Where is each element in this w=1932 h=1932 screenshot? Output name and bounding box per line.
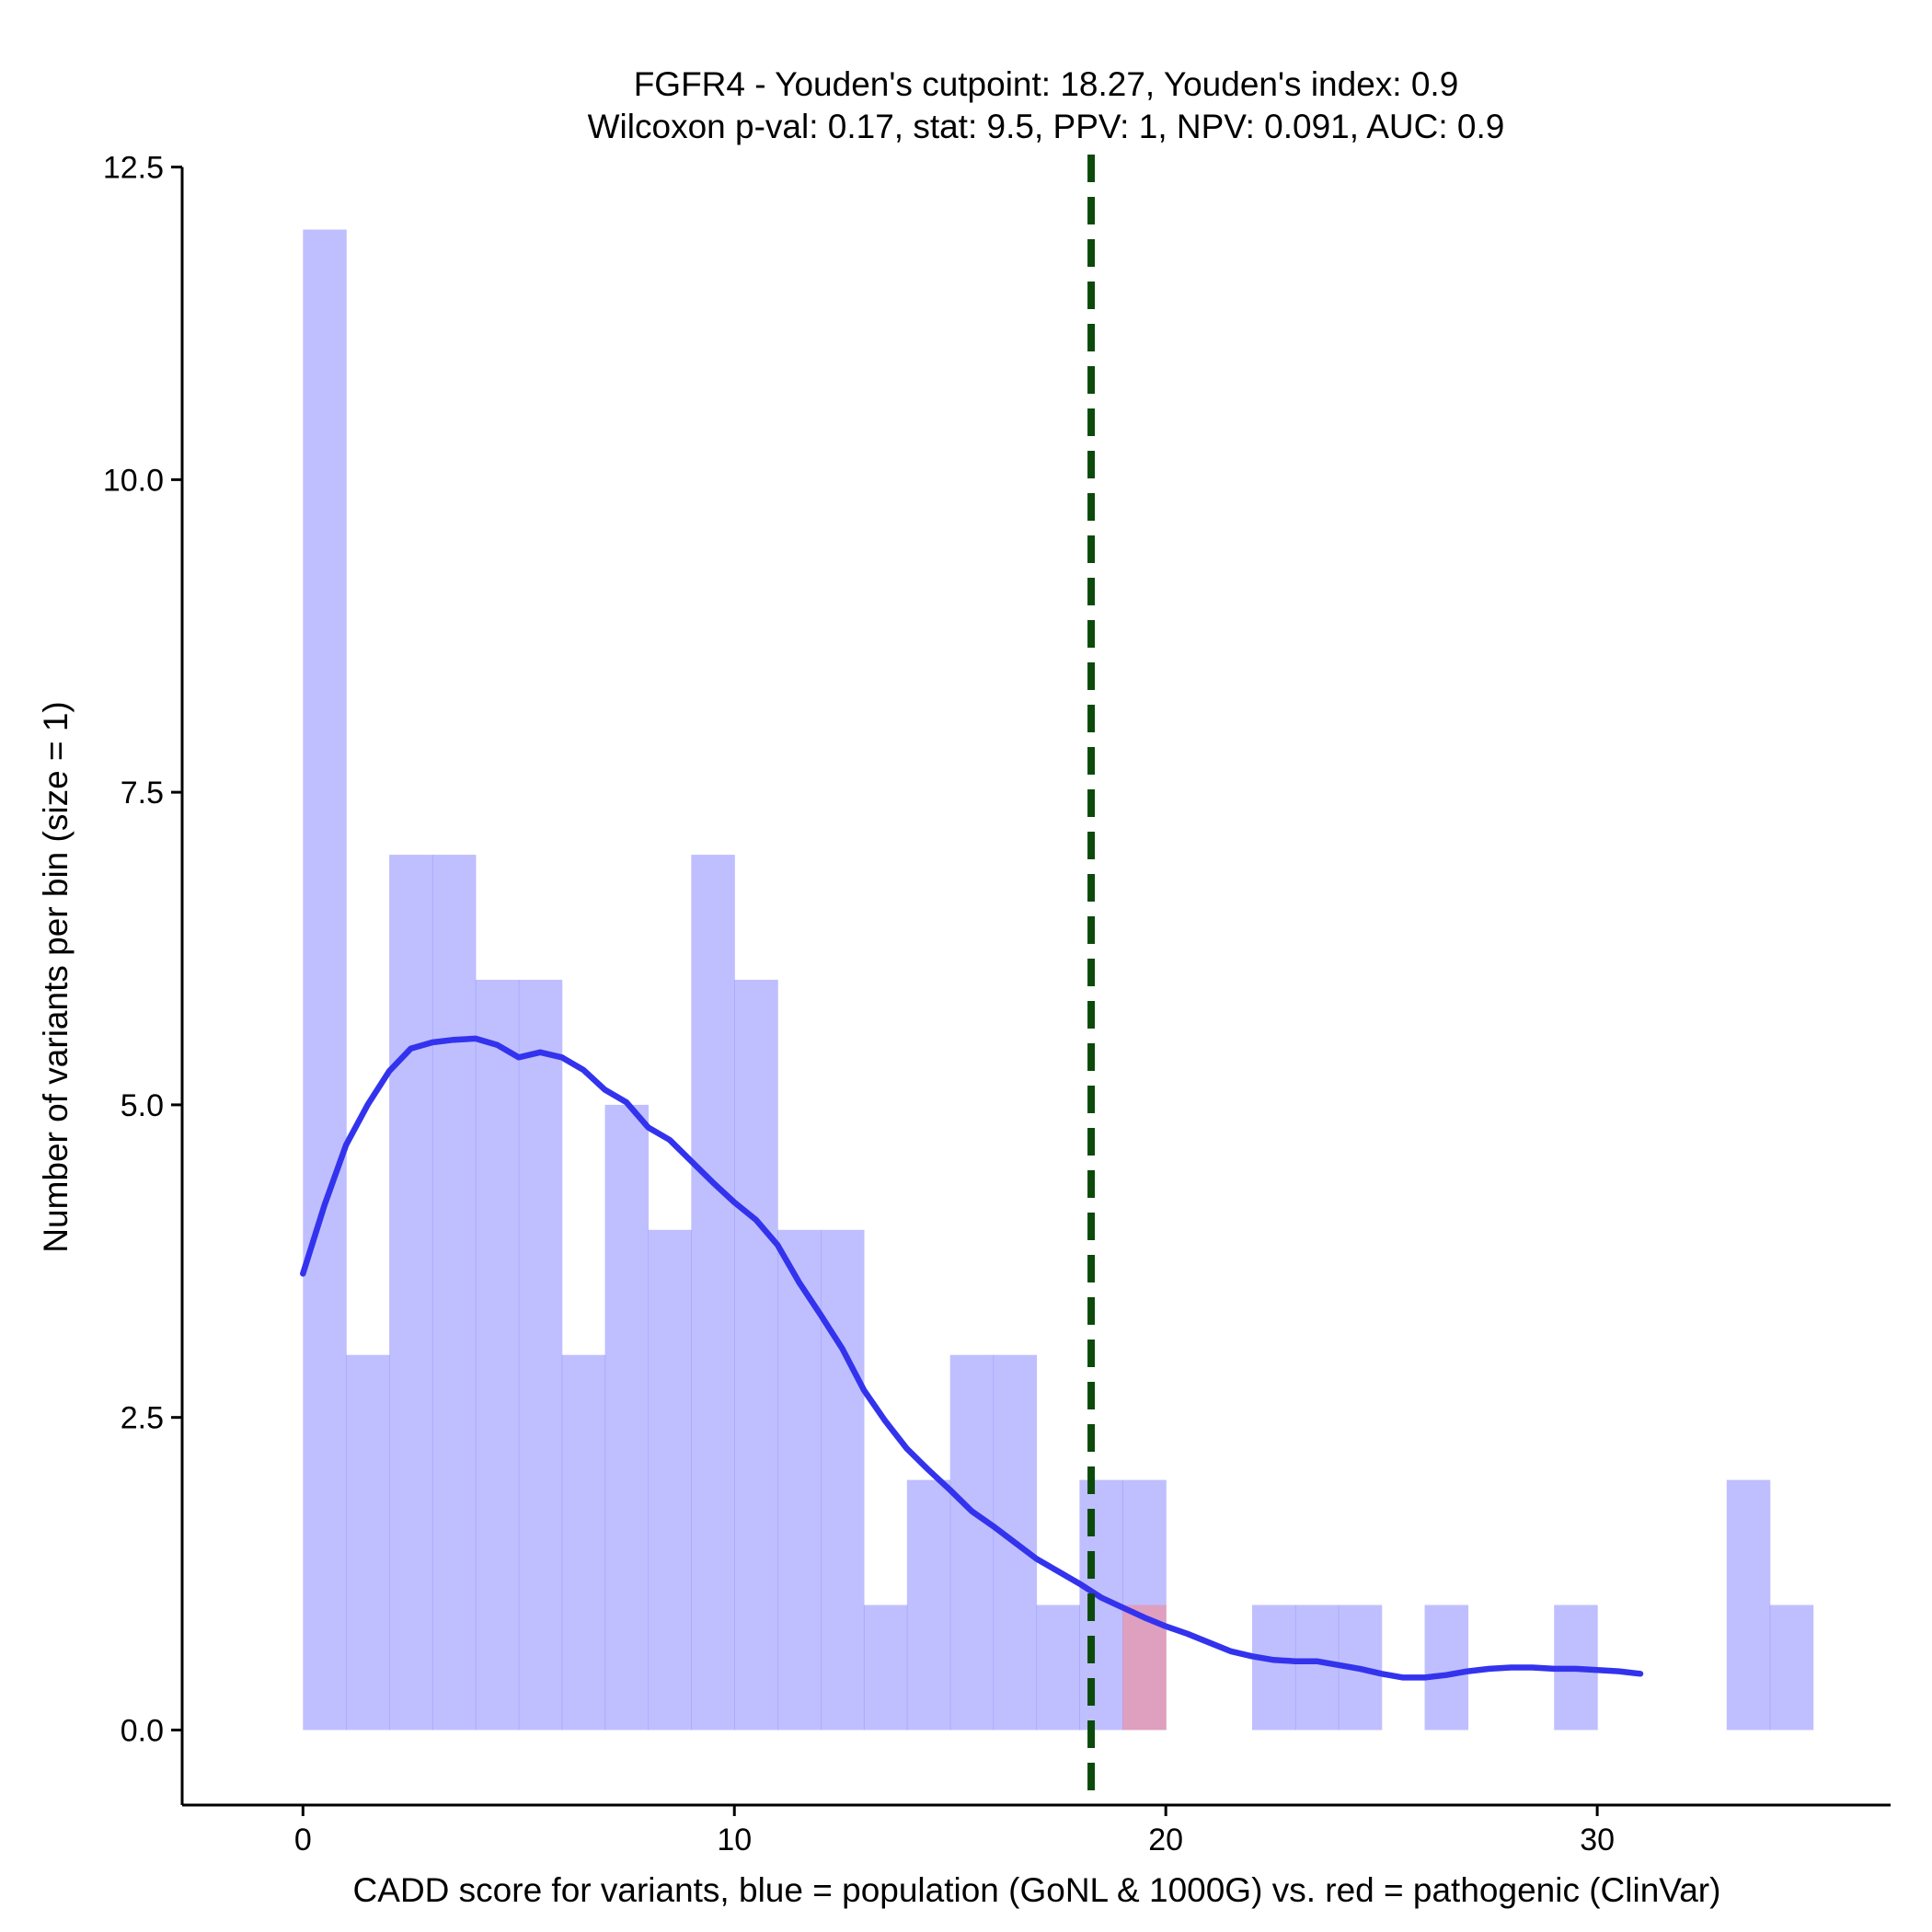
population-bar-3 [431,855,477,1731]
x-tick-label: 0 [294,1823,312,1857]
population-bars [303,229,1814,1731]
population-bar-1 [346,1354,390,1731]
population-bar-9 [691,855,735,1731]
population-bar-23 [1294,1604,1340,1731]
population-bar-33 [1726,1479,1771,1731]
population-bar-4 [475,980,520,1731]
population-bar-8 [648,1229,692,1731]
population-bar-13 [863,1604,908,1731]
population-bar-7 [604,1104,650,1731]
y-tick-label: 10.0 [103,463,164,498]
x-tick-label: 20 [1148,1823,1183,1857]
population-bar-22 [1251,1604,1296,1731]
y-axis-label: Number of variants per bin (size = 1) [37,701,75,1252]
population-bar-5 [518,980,563,1731]
population-bar-12 [821,1229,865,1731]
x-tick-label: 10 [717,1823,752,1857]
y-ticks: 0.0 2.5 5.0 7.5 10.0 12.5 [103,151,182,1748]
x-ticks: 0 10 20 30 [294,1805,1615,1857]
population-bar-34 [1769,1604,1814,1731]
y-tick-label: 12.5 [103,151,164,186]
y-tick-label: 2.5 [121,1401,164,1436]
population-bar-26 [1424,1604,1469,1731]
population-bar-0 [303,229,347,1731]
population-bar-2 [389,855,433,1731]
x-axis-label: CADD score for variants, blue = populati… [353,1871,1721,1909]
population-bar-15 [949,1354,995,1731]
chart-title-line-2: Wilcoxon p-val: 0.17, stat: 9.5, PPV: 1,… [588,108,1505,145]
population-bar-6 [561,1354,606,1731]
density-curve [300,1035,1644,1681]
y-tick-label: 5.0 [121,1088,164,1123]
population-bar-14 [906,1479,951,1731]
chart-title-line-1: FGFR4 - Youden's cutpoint: 18.27, Youden… [634,65,1459,103]
y-tick-label: 7.5 [121,776,164,811]
population-bar-11 [777,1229,822,1731]
population-bar-17 [1036,1604,1080,1731]
y-tick-label: 0.0 [121,1713,164,1748]
x-tick-label: 30 [1580,1823,1615,1857]
population-bar-10 [734,980,778,1731]
